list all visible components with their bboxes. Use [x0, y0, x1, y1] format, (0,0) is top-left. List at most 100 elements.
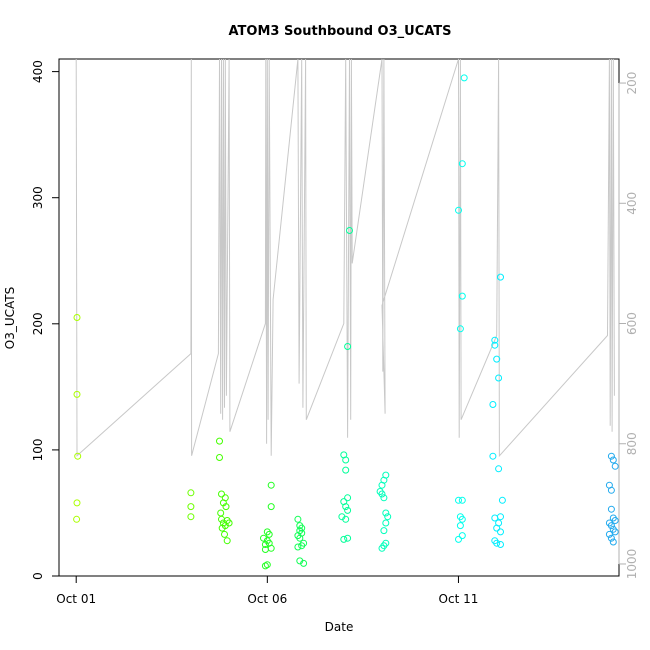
data-point — [222, 503, 230, 511]
data-point — [491, 341, 499, 349]
data-point — [225, 519, 233, 527]
data-point — [378, 544, 386, 552]
data-point — [73, 314, 81, 321]
data-point — [455, 535, 462, 543]
data-point — [340, 535, 348, 543]
data-point — [344, 343, 352, 350]
data-point — [382, 471, 390, 479]
data-point — [456, 522, 464, 530]
data-point — [458, 160, 466, 168]
data-point — [458, 496, 466, 504]
y-axis-label: O3_UCATS — [3, 287, 17, 349]
data-point — [267, 544, 275, 552]
data-point — [342, 466, 350, 474]
data-point — [344, 494, 352, 502]
data-point — [493, 355, 501, 363]
data-point — [216, 437, 223, 445]
data-point — [296, 534, 304, 542]
altitude-line — [75, 58, 615, 458]
data-point — [497, 273, 504, 281]
data-point — [497, 528, 504, 536]
y2-tick-label: 600 — [625, 312, 639, 335]
data-point — [455, 496, 462, 504]
x-axis-label: Date — [325, 620, 354, 634]
data-point — [489, 401, 497, 408]
plot-frame — [58, 58, 620, 577]
data-point — [458, 292, 466, 300]
data-point — [378, 490, 386, 498]
x-tick-label: Oct 06 — [247, 592, 287, 606]
y-tick-label: 300 — [31, 186, 45, 209]
data-point — [217, 509, 225, 517]
data-point — [607, 452, 615, 460]
data-point — [498, 496, 506, 504]
data-point — [607, 486, 615, 494]
data-point — [187, 513, 195, 521]
y-tick-label: 400 — [31, 60, 45, 83]
data-point — [216, 454, 223, 461]
data-point — [223, 537, 231, 545]
data-point — [218, 515, 225, 523]
data-point — [607, 505, 615, 513]
data-point — [218, 524, 226, 532]
data-point — [609, 538, 617, 546]
data-point — [495, 465, 503, 473]
data-point — [382, 509, 390, 517]
data-point — [187, 489, 195, 497]
y2-tick-label: 1000 — [625, 549, 639, 580]
data-point — [73, 499, 81, 507]
altitude-lines — [75, 58, 615, 458]
data-point — [298, 542, 306, 550]
data-point — [267, 503, 275, 511]
data-point — [495, 374, 503, 382]
data-point — [261, 546, 269, 553]
data-point — [458, 515, 466, 523]
data-point — [294, 543, 302, 551]
data-point — [261, 541, 269, 548]
y2-tick-label: 800 — [625, 432, 639, 455]
data-point — [342, 503, 350, 511]
data-point — [344, 506, 352, 514]
data-point — [294, 515, 302, 523]
data-point — [384, 513, 392, 521]
data-point — [455, 206, 462, 214]
data-point — [607, 522, 615, 530]
data-point — [263, 561, 271, 569]
data-point — [221, 494, 229, 502]
data-point — [73, 390, 81, 398]
data-point — [491, 336, 499, 344]
data-point — [497, 541, 504, 548]
data-point — [382, 519, 390, 527]
data-point — [607, 534, 615, 542]
y2-tick-label: 400 — [625, 192, 639, 215]
y-axis: 0 100 200 300 400 — [31, 60, 60, 580]
data-point — [344, 534, 352, 542]
data-point — [380, 527, 388, 535]
data-point — [497, 513, 504, 521]
data-point — [611, 462, 619, 470]
data-point — [300, 559, 308, 567]
data-point — [491, 514, 499, 522]
data-point — [493, 539, 501, 547]
x-tick-label: Oct 01 — [56, 592, 96, 606]
data-point — [261, 562, 269, 570]
data-point — [380, 494, 388, 502]
data-point — [221, 530, 228, 538]
y2-tick-label: 200 — [625, 72, 639, 95]
data-point — [74, 452, 82, 460]
chart-title: ATOM3 Southbound O3_UCATS — [228, 24, 451, 39]
data-point — [456, 325, 464, 333]
data-point — [73, 515, 81, 523]
x-axis: Oct 01 Oct 06 Oct 11 — [56, 575, 479, 606]
data-point — [460, 74, 468, 82]
data-point — [493, 524, 501, 532]
y2-axis: 200 400 600 800 1000 — [618, 72, 639, 580]
y-tick-label: 200 — [31, 312, 45, 335]
data-point — [342, 456, 350, 464]
data-point — [489, 452, 497, 460]
data-point — [611, 528, 619, 536]
data-point — [342, 515, 350, 523]
data-point — [609, 456, 617, 464]
x-tick-label: Oct 11 — [439, 592, 479, 606]
